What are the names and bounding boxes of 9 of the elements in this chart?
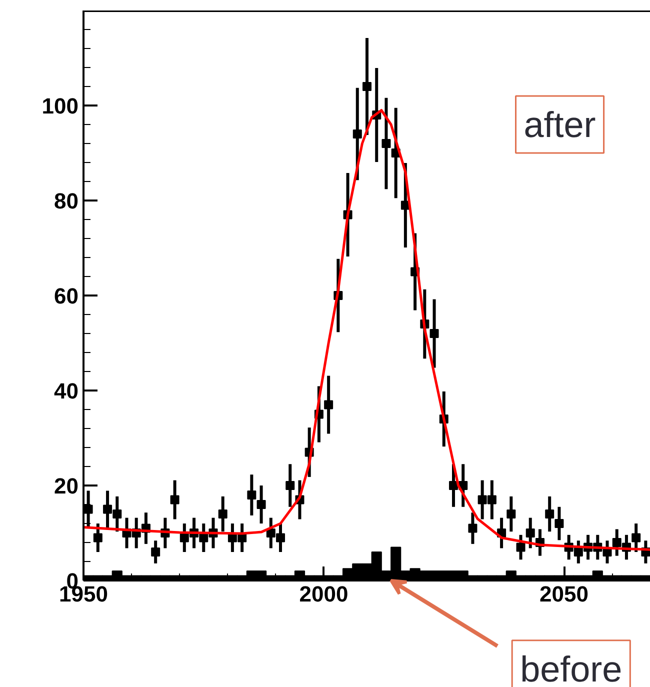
- annotation: before: [520, 648, 622, 687]
- y-tick-label: 60: [54, 284, 79, 308]
- y-tick-label: 20: [54, 474, 79, 498]
- x-tick-label: 2000: [299, 582, 348, 606]
- y-tick-label: 40: [54, 378, 79, 404]
- x-tick-label: 2050: [540, 582, 588, 606]
- annotation: after: [524, 104, 596, 145]
- y-tick-label: 80: [54, 188, 79, 214]
- y-tick-label: 100: [42, 94, 79, 118]
